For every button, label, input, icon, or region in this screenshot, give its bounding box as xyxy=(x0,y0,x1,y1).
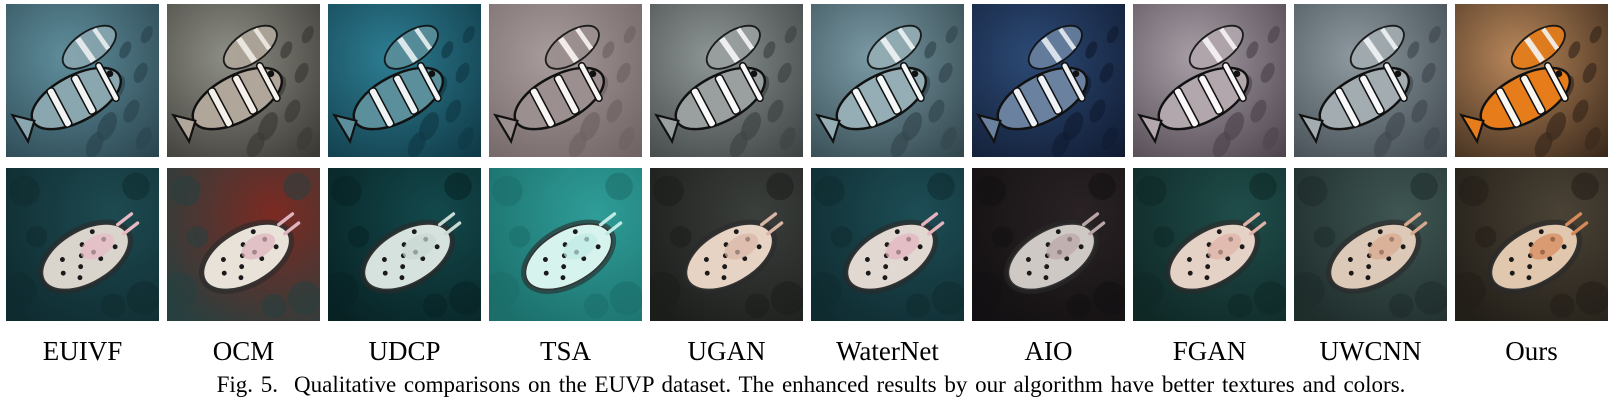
method-label-ugan: UGAN xyxy=(687,336,766,366)
clownfish-image-uwcnn xyxy=(1294,4,1447,157)
figure-number: Fig. 5. xyxy=(216,372,278,397)
clownfish-image-ugan xyxy=(650,4,803,157)
clownfish-image-waternet xyxy=(811,4,964,157)
method-label-waternet: WaterNet xyxy=(836,336,939,366)
nudibranch-image-tsa xyxy=(489,168,642,321)
image-grid xyxy=(6,4,1616,332)
method-label-euivf: EUIVF xyxy=(42,336,123,366)
clownfish-image-aio xyxy=(972,4,1125,157)
caption-text: Qualitative comparisons on the EUVP data… xyxy=(294,372,1406,397)
clownfish-image-euivf xyxy=(6,4,159,157)
method-label-aio: AIO xyxy=(1024,336,1073,366)
clownfish-row xyxy=(6,4,1616,157)
nudibranch-image-ours xyxy=(1455,168,1608,321)
nudibranch-image-udcp xyxy=(328,168,481,321)
method-label-ocm: OCM xyxy=(212,336,275,366)
method-label-fgan: FGAN xyxy=(1172,336,1247,366)
clownfish-image-ocm xyxy=(167,4,320,157)
method-label-uwcnn: UWCNN xyxy=(1319,336,1422,366)
clownfish-image-fgan xyxy=(1133,4,1286,157)
nudibranch-image-waternet xyxy=(811,168,964,321)
nudibranch-image-euivf xyxy=(6,168,159,321)
nudibranch-row xyxy=(6,168,1616,321)
clownfish-image-ours xyxy=(1455,4,1608,157)
method-label-udcp: UDCP xyxy=(368,336,441,366)
clownfish-image-tsa xyxy=(489,4,642,157)
figure-caption: Fig. 5. Qualitative comparisons on the EU… xyxy=(0,370,1622,400)
nudibranch-image-uwcnn xyxy=(1294,168,1447,321)
method-labels: EUIVF OCM UDCP TSA UGAN WaterNet AIO FGAN UWCNN O… xyxy=(6,334,1616,368)
clownfish-image-udcp xyxy=(328,4,481,157)
nudibranch-image-fgan xyxy=(1133,168,1286,321)
nudibranch-image-ugan xyxy=(650,168,803,321)
method-label-tsa: TSA xyxy=(539,336,591,366)
nudibranch-image-ocm xyxy=(167,168,320,321)
nudibranch-image-aio xyxy=(972,168,1125,321)
method-label-ours: Ours xyxy=(1505,336,1558,366)
